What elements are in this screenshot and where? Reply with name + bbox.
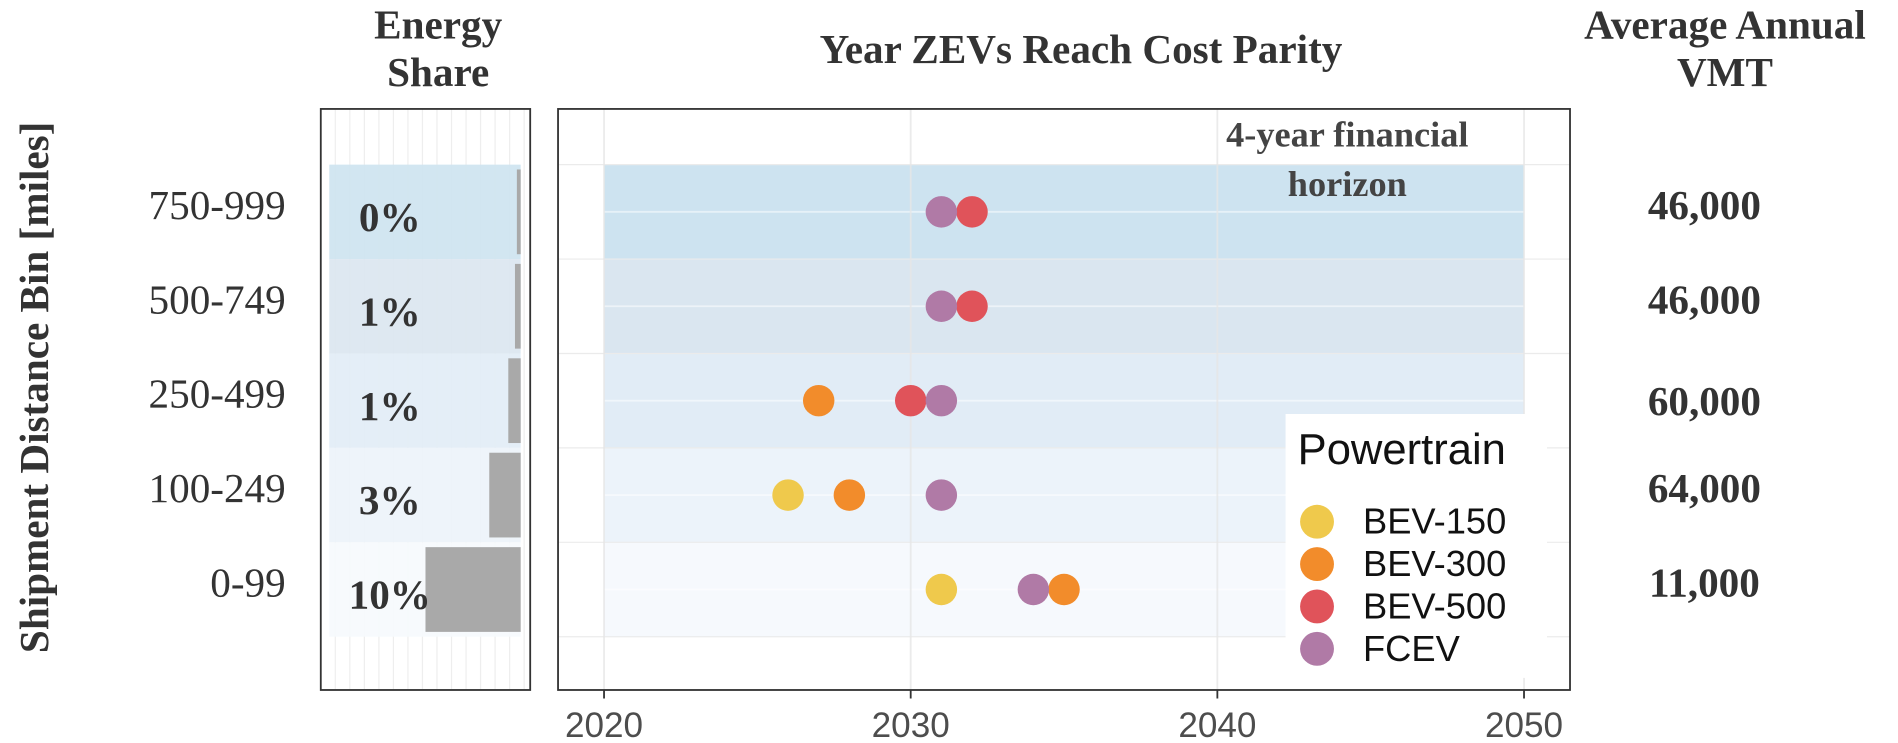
dot: [1048, 573, 1080, 606]
bar: [425, 547, 521, 632]
bar: [516, 169, 521, 255]
value-label: 1%: [359, 383, 421, 429]
vmt-title: Average Annual VMT: [1584, 3, 1866, 96]
parity-title: Year ZEVs Reach Cost Parity: [819, 27, 1343, 73]
legend-label: FCEV: [1363, 628, 1461, 669]
energy-title: Energy Share: [374, 3, 503, 96]
value-label: 10%: [349, 572, 431, 618]
x-tick-label: 2020: [565, 706, 643, 743]
y-tick-label: 250-499: [149, 371, 286, 417]
row-band: [329, 447, 521, 543]
vmt-value: 46,000: [1648, 276, 1761, 322]
dot: [925, 290, 958, 322]
dot: [956, 290, 988, 322]
vmt-value: 11,000: [1649, 560, 1760, 606]
legend-box: [1285, 413, 1548, 678]
annotation: 4-year financial horizon: [1226, 114, 1469, 204]
dot: [925, 196, 958, 228]
x-tick-label: 2040: [1178, 706, 1256, 743]
legend-swatch: [1300, 631, 1334, 666]
legend-label: BEV-500: [1363, 585, 1506, 626]
legend-title: Powertrain: [1298, 426, 1506, 474]
dot: [925, 384, 958, 417]
vmt-value: 46,000: [1648, 182, 1761, 228]
dot: [833, 479, 866, 511]
vmt-value: 64,000: [1648, 465, 1761, 511]
legend-swatch: [1300, 547, 1334, 582]
value-label: 3%: [359, 477, 421, 523]
value-label: 0%: [359, 194, 421, 240]
dot: [956, 196, 988, 228]
y-axis-title: Shipment Distance Bin [miles]: [11, 122, 57, 653]
row-band: [329, 164, 521, 260]
dot: [925, 573, 958, 606]
dot: [925, 479, 958, 511]
panel-border: [557, 108, 1571, 691]
y-tick-label: 100-249: [149, 465, 286, 511]
legend-label: BEV-300: [1363, 543, 1506, 584]
panel-border: [319, 108, 532, 691]
legend-swatch: [1300, 504, 1334, 539]
bar: [514, 263, 521, 349]
dot: [802, 384, 835, 417]
row-band: [329, 353, 521, 448]
x-tick-label: 2030: [872, 706, 950, 743]
value-label: 1%: [359, 288, 421, 334]
legend-swatch: [1300, 589, 1334, 624]
dot: [894, 384, 927, 417]
legend-label: BEV-150: [1363, 501, 1506, 542]
vmt-value: 60,000: [1648, 378, 1761, 424]
y-tick-label: 750-999: [149, 182, 286, 228]
dot: [772, 479, 804, 511]
dot: [1017, 573, 1050, 606]
bar: [508, 358, 521, 444]
row-band: [329, 259, 521, 354]
y-tick-label: 0-99: [210, 560, 285, 606]
y-tick-label: 500-749: [149, 276, 286, 322]
x-tick-label: 2050: [1485, 706, 1563, 743]
bar: [489, 452, 521, 538]
